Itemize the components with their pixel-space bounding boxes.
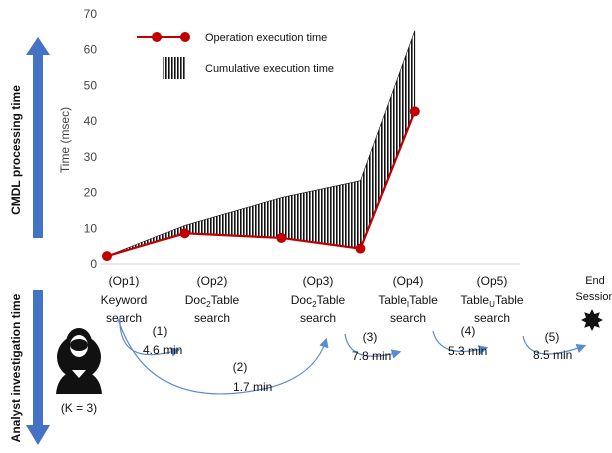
step-duration: 7.8 min [352,349,391,363]
step-arrow-curve [432,330,489,355]
operation-id: (Op5) [477,274,508,288]
y-tick-label: 20 [84,186,98,200]
y-tick-label: 30 [84,150,98,164]
analyst-investigation-arrow [26,290,50,445]
operation-name-line2: search [474,311,510,325]
operation-name-line2: search [390,311,426,325]
y-tick-label: 50 [84,78,98,92]
y-axis-label: Time (msec) [58,107,72,173]
operation-name-line2: search [194,311,230,325]
operation-name: Doc2Table [185,293,240,309]
operation-name: TableITable [378,293,438,309]
step-duration: 8.5 min [533,348,572,362]
legend-line-marker [180,32,190,42]
y-tick-label: 60 [84,43,98,57]
operation-name-line2: search [106,311,142,325]
investigation-steps: (1) 4.6 min (2) 1.7 min (3) 7.8 min (4) 5.3 min… [117,316,587,395]
operation-execution-point [179,228,190,239]
cmdl-processing-arrow [26,37,50,238]
analyst-k-label: (K = 3) [61,401,97,415]
y-tick-label: 0 [90,257,97,271]
operation-execution-point [409,106,420,117]
step-number: (3) [363,330,378,344]
y-tick-label: 10 [84,221,98,235]
step-number: (2) [233,360,248,374]
operation-name: Keyword [101,293,148,307]
end-session-label: Session [575,291,612,303]
analyst-investigation-time-label: Analyst investigation time [9,293,23,442]
operation-id: (Op1) [109,274,140,288]
operation-execution-point [102,251,112,262]
step-arrow-curve [117,318,329,395]
y-tick-label: 70 [84,7,98,21]
operation-name: Doc2Table [291,293,346,309]
step-number: (5) [545,330,560,344]
operation-id: (Op2) [197,274,228,288]
cmdl-processing-time-label: CMDL processing time [9,85,23,215]
step-arrow-curve [522,335,587,355]
end-session-star-icon [581,309,603,331]
operation-execution-point [276,232,287,243]
end-session-label: End [585,275,605,287]
legend-operation-execution-time: Operation execution time [205,32,327,44]
legend-line-marker [152,32,162,42]
legend: Operation execution time Cumulative exec… [137,32,334,79]
operation-name-line2: search [300,311,336,325]
analyst-person-icon [56,328,102,394]
legend-hatch-swatch [163,57,185,79]
operation-id: (Op4) [393,274,424,288]
step-number: (4) [461,324,476,338]
step-arrow-curve [344,333,402,359]
step-duration: 5.3 min [448,344,487,358]
step-duration: 1.7 min [233,380,272,394]
plot-area: 0 10 20 30 40 50 60 70 [84,7,520,271]
operation-labels: (Op1) Keyword search (Op2) Doc2Table search (O… [101,274,612,325]
operation-name: TableUTable [460,293,523,309]
step-duration: 4.6 min [143,343,182,357]
legend-cumulative-execution-time: Cumulative execution time [205,63,334,75]
y-tick-label: 40 [84,114,98,128]
operation-id: (Op3) [303,274,334,288]
operation-execution-point [355,243,366,254]
step-number: (1) [153,324,168,338]
